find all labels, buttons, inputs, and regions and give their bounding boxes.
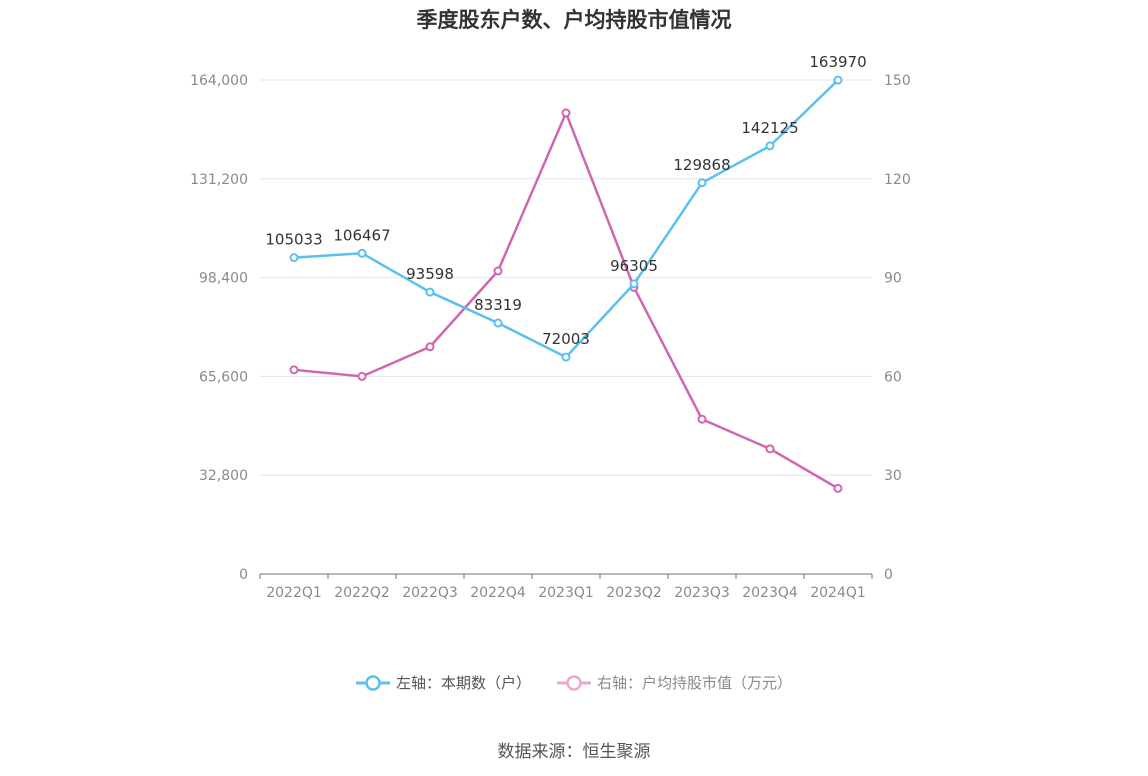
data-point bbox=[493, 266, 503, 276]
grid-lines bbox=[260, 79, 872, 476]
data-point bbox=[289, 253, 299, 263]
legend: 左轴：本期数（户） 右轴：户均持股市值（万元） bbox=[0, 672, 1148, 693]
data-point bbox=[425, 342, 435, 352]
x-tick-label: 2023Q3 bbox=[674, 585, 730, 601]
x-tick-label: 2024Q1 bbox=[810, 585, 866, 601]
legend-label-avg-value: 右轴：户均持股市值（万元） bbox=[597, 674, 793, 692]
x-tick-label: 2023Q2 bbox=[606, 585, 662, 601]
data-point bbox=[493, 318, 503, 328]
left-tick-label: 32,800 bbox=[199, 468, 248, 484]
left-tick-label: 131,200 bbox=[190, 172, 248, 188]
data-point bbox=[561, 352, 571, 362]
data-label: 163970 bbox=[809, 53, 866, 71]
data-label: 106467 bbox=[333, 226, 390, 244]
legend-item-households[interactable]: 左轴：本期数（户） bbox=[355, 672, 531, 693]
x-tick-label: 2023Q4 bbox=[742, 585, 798, 601]
data-point bbox=[833, 75, 843, 85]
x-tick-label: 2023Q1 bbox=[538, 585, 594, 601]
series-line bbox=[293, 111, 839, 490]
data-label: 93598 bbox=[406, 265, 454, 283]
data-point bbox=[357, 371, 367, 381]
left-tick-label: 0 bbox=[239, 567, 248, 583]
legend-marker-pink-icon bbox=[557, 674, 591, 691]
legend-marker-blue-icon bbox=[355, 674, 390, 691]
data-point bbox=[357, 248, 367, 258]
data-point bbox=[425, 287, 435, 297]
series-avg-value bbox=[289, 108, 843, 493]
x-tick-label: 2022Q3 bbox=[402, 585, 458, 601]
chart-title: 季度股东户数、户均持股市值情况 bbox=[416, 8, 732, 32]
data-label: 83319 bbox=[474, 296, 522, 314]
right-tick-label: 150 bbox=[884, 73, 911, 89]
x-axis: 2022Q1 2022Q2 2022Q3 2022Q4 2023Q1 2023Q2 2023… bbox=[259, 573, 873, 601]
x-tick-label: 2022Q1 bbox=[266, 585, 322, 601]
data-label: 72003 bbox=[542, 330, 590, 348]
series-layer: 105033 106467 93598 83319 72003 96305 129868 14… bbox=[265, 53, 867, 493]
series-households: 105033 106467 93598 83319 72003 96305 129868 14… bbox=[265, 53, 867, 362]
data-point bbox=[765, 444, 775, 454]
data-label: 96305 bbox=[610, 257, 658, 275]
right-tick-label: 0 bbox=[884, 567, 893, 583]
data-point bbox=[697, 414, 707, 424]
data-point bbox=[697, 178, 707, 188]
left-axis-ticks: 0 32,800 65,600 98,400 131,200 164,000 bbox=[190, 73, 248, 583]
data-point bbox=[629, 279, 639, 289]
x-tick-label: 2022Q2 bbox=[334, 585, 390, 601]
data-source: 数据来源：恒生聚源 bbox=[497, 742, 651, 762]
left-tick-label: 98,400 bbox=[199, 271, 248, 287]
line-chart: 0 32,800 65,600 98,400 131,200 164,000 0 30 60 9… bbox=[190, 53, 911, 601]
right-tick-label: 90 bbox=[884, 271, 902, 287]
x-tick-label: 2022Q4 bbox=[470, 585, 526, 601]
legend-item-avg-value[interactable]: 右轴：户均持股市值（万元） bbox=[557, 672, 792, 693]
data-label: 142125 bbox=[741, 119, 798, 137]
data-point bbox=[289, 365, 299, 375]
right-tick-label: 60 bbox=[884, 369, 902, 385]
left-tick-label: 65,600 bbox=[199, 369, 248, 385]
data-point bbox=[833, 483, 843, 493]
legend-label-households: 左轴：本期数（户） bbox=[395, 674, 531, 692]
data-point bbox=[561, 108, 571, 118]
right-tick-label: 30 bbox=[884, 468, 902, 484]
right-axis-ticks: 0 30 60 90 120 150 bbox=[884, 73, 911, 583]
data-label: 105033 bbox=[265, 231, 322, 249]
data-label: 129868 bbox=[673, 156, 730, 174]
data-point bbox=[765, 141, 775, 151]
left-tick-label: 164,000 bbox=[190, 73, 248, 89]
right-tick-label: 120 bbox=[884, 172, 911, 188]
